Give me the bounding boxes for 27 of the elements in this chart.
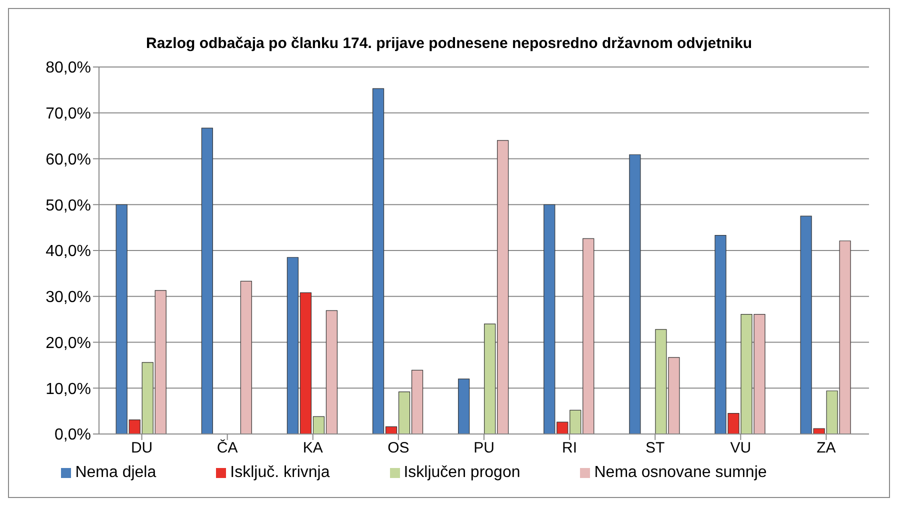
bar: [240, 280, 252, 434]
y-tick-label: 10,0%: [46, 380, 91, 398]
x-tick-label: RI: [562, 440, 578, 457]
y-tick-label: 20,0%: [46, 334, 91, 352]
x-tick-label: PU: [474, 440, 494, 457]
legend-label: Nema djela: [75, 464, 156, 481]
bar: [201, 128, 213, 434]
chart-title: Razlog odbačaja po članku 174. prijave podnesene neposredno državnom odvjetniku: [145, 34, 753, 54]
x-tick-label: VU: [730, 440, 752, 457]
y-tick-label: 40,0%: [46, 243, 91, 260]
y-tick-label: 30,0%: [46, 289, 91, 306]
x-tick-label: OS: [388, 440, 410, 457]
y-tick-label: 80,0%: [46, 60, 91, 77]
y-tick-label: 0,0%: [54, 426, 91, 444]
x-tick-label: ČA: [216, 438, 238, 457]
y-tick-label: 70,0%: [46, 106, 91, 123]
x-tick-label: ST: [646, 440, 665, 457]
x-tick-label: DU: [130, 440, 153, 457]
x-tick-label: ZA: [816, 440, 836, 457]
legend-label: Isključen progon: [404, 464, 520, 481]
bar: [458, 378, 470, 434]
x-tick-label: KA: [302, 440, 323, 457]
legend-label: Nema osnovane sumnje: [594, 464, 767, 481]
bar: [629, 154, 641, 434]
y-tick-label: 60,0%: [46, 151, 91, 168]
y-tick-label: 50,0%: [46, 197, 91, 214]
legend-label: Isključ. krivnja: [230, 464, 330, 481]
